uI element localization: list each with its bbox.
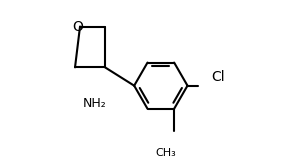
- Text: O: O: [72, 19, 83, 34]
- Text: CH₃: CH₃: [155, 148, 176, 158]
- Text: Cl: Cl: [212, 70, 225, 83]
- Text: NH₂: NH₂: [83, 97, 107, 110]
